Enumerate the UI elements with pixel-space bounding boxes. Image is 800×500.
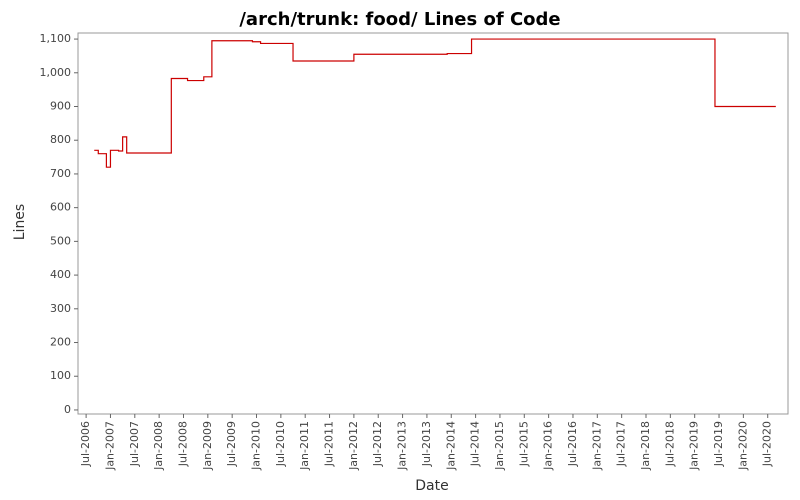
x-tick-label: Jul-2015 [517, 421, 530, 467]
x-tick-label: Jul-2018 [663, 421, 676, 467]
x-axis-label: Date [415, 478, 448, 494]
y-tick-label: 800 [50, 133, 71, 146]
y-tick-label: 200 [50, 336, 71, 349]
x-tick-label: Jan-2017 [590, 421, 603, 471]
chart-title: /arch/trunk: food/ Lines of Code [239, 9, 560, 30]
x-tick-label: Jul-2007 [128, 421, 141, 467]
x-tick-label: Jan-2013 [396, 421, 409, 471]
x-tick-label: Jul-2008 [176, 421, 189, 467]
x-tick-label: Jul-2019 [712, 421, 725, 467]
y-tick-label: 1,100 [40, 32, 72, 45]
x-tick-label: Jan-2015 [493, 421, 506, 471]
y-tick-label: 0 [64, 403, 71, 416]
x-tick-label: Jan-2019 [688, 421, 701, 471]
y-tick-label: 400 [50, 268, 71, 281]
y-tick-label: 1,000 [40, 66, 72, 79]
x-tick-label: Jul-2020 [761, 421, 774, 467]
x-tick-label: Jul-2012 [371, 421, 384, 467]
y-axis-label: Lines [12, 204, 28, 240]
x-tick-label: Jan-2020 [736, 421, 749, 471]
x-tick-label: Jul-2013 [420, 421, 433, 467]
data-line [94, 38, 776, 168]
x-tick-label: Jan-2016 [542, 421, 555, 471]
y-tick-label: 500 [50, 234, 71, 247]
x-tick-label: Jan-2010 [250, 421, 263, 471]
x-tick-label: Jan-2014 [444, 421, 457, 471]
x-tick-label: Jul-2017 [615, 421, 628, 467]
y-tick-label: 100 [50, 369, 71, 382]
x-tick-label: Jan-2008 [152, 421, 165, 471]
plot-area [77, 32, 789, 415]
x-tick-label: Jan-2011 [298, 421, 311, 471]
x-tick-label: Jul-2009 [225, 421, 238, 467]
x-tick-label: Jan-2009 [201, 421, 214, 471]
y-tick-label: 600 [50, 201, 71, 214]
y-tick-label: 700 [50, 167, 71, 180]
x-tick-label: Jan-2018 [639, 421, 652, 471]
x-tick-label: Jan-2007 [103, 421, 116, 471]
y-tick-label: 300 [50, 302, 71, 315]
x-tick-label: Jul-2014 [469, 421, 482, 467]
x-tick-label: Jul-2016 [566, 421, 579, 467]
x-tick-label: Jul-2006 [79, 421, 92, 467]
x-tick-label: Jan-2012 [347, 421, 360, 471]
y-tick-label: 900 [50, 100, 71, 113]
x-tick-label: Jul-2010 [274, 421, 287, 467]
x-tick-label: Jul-2011 [323, 421, 336, 467]
